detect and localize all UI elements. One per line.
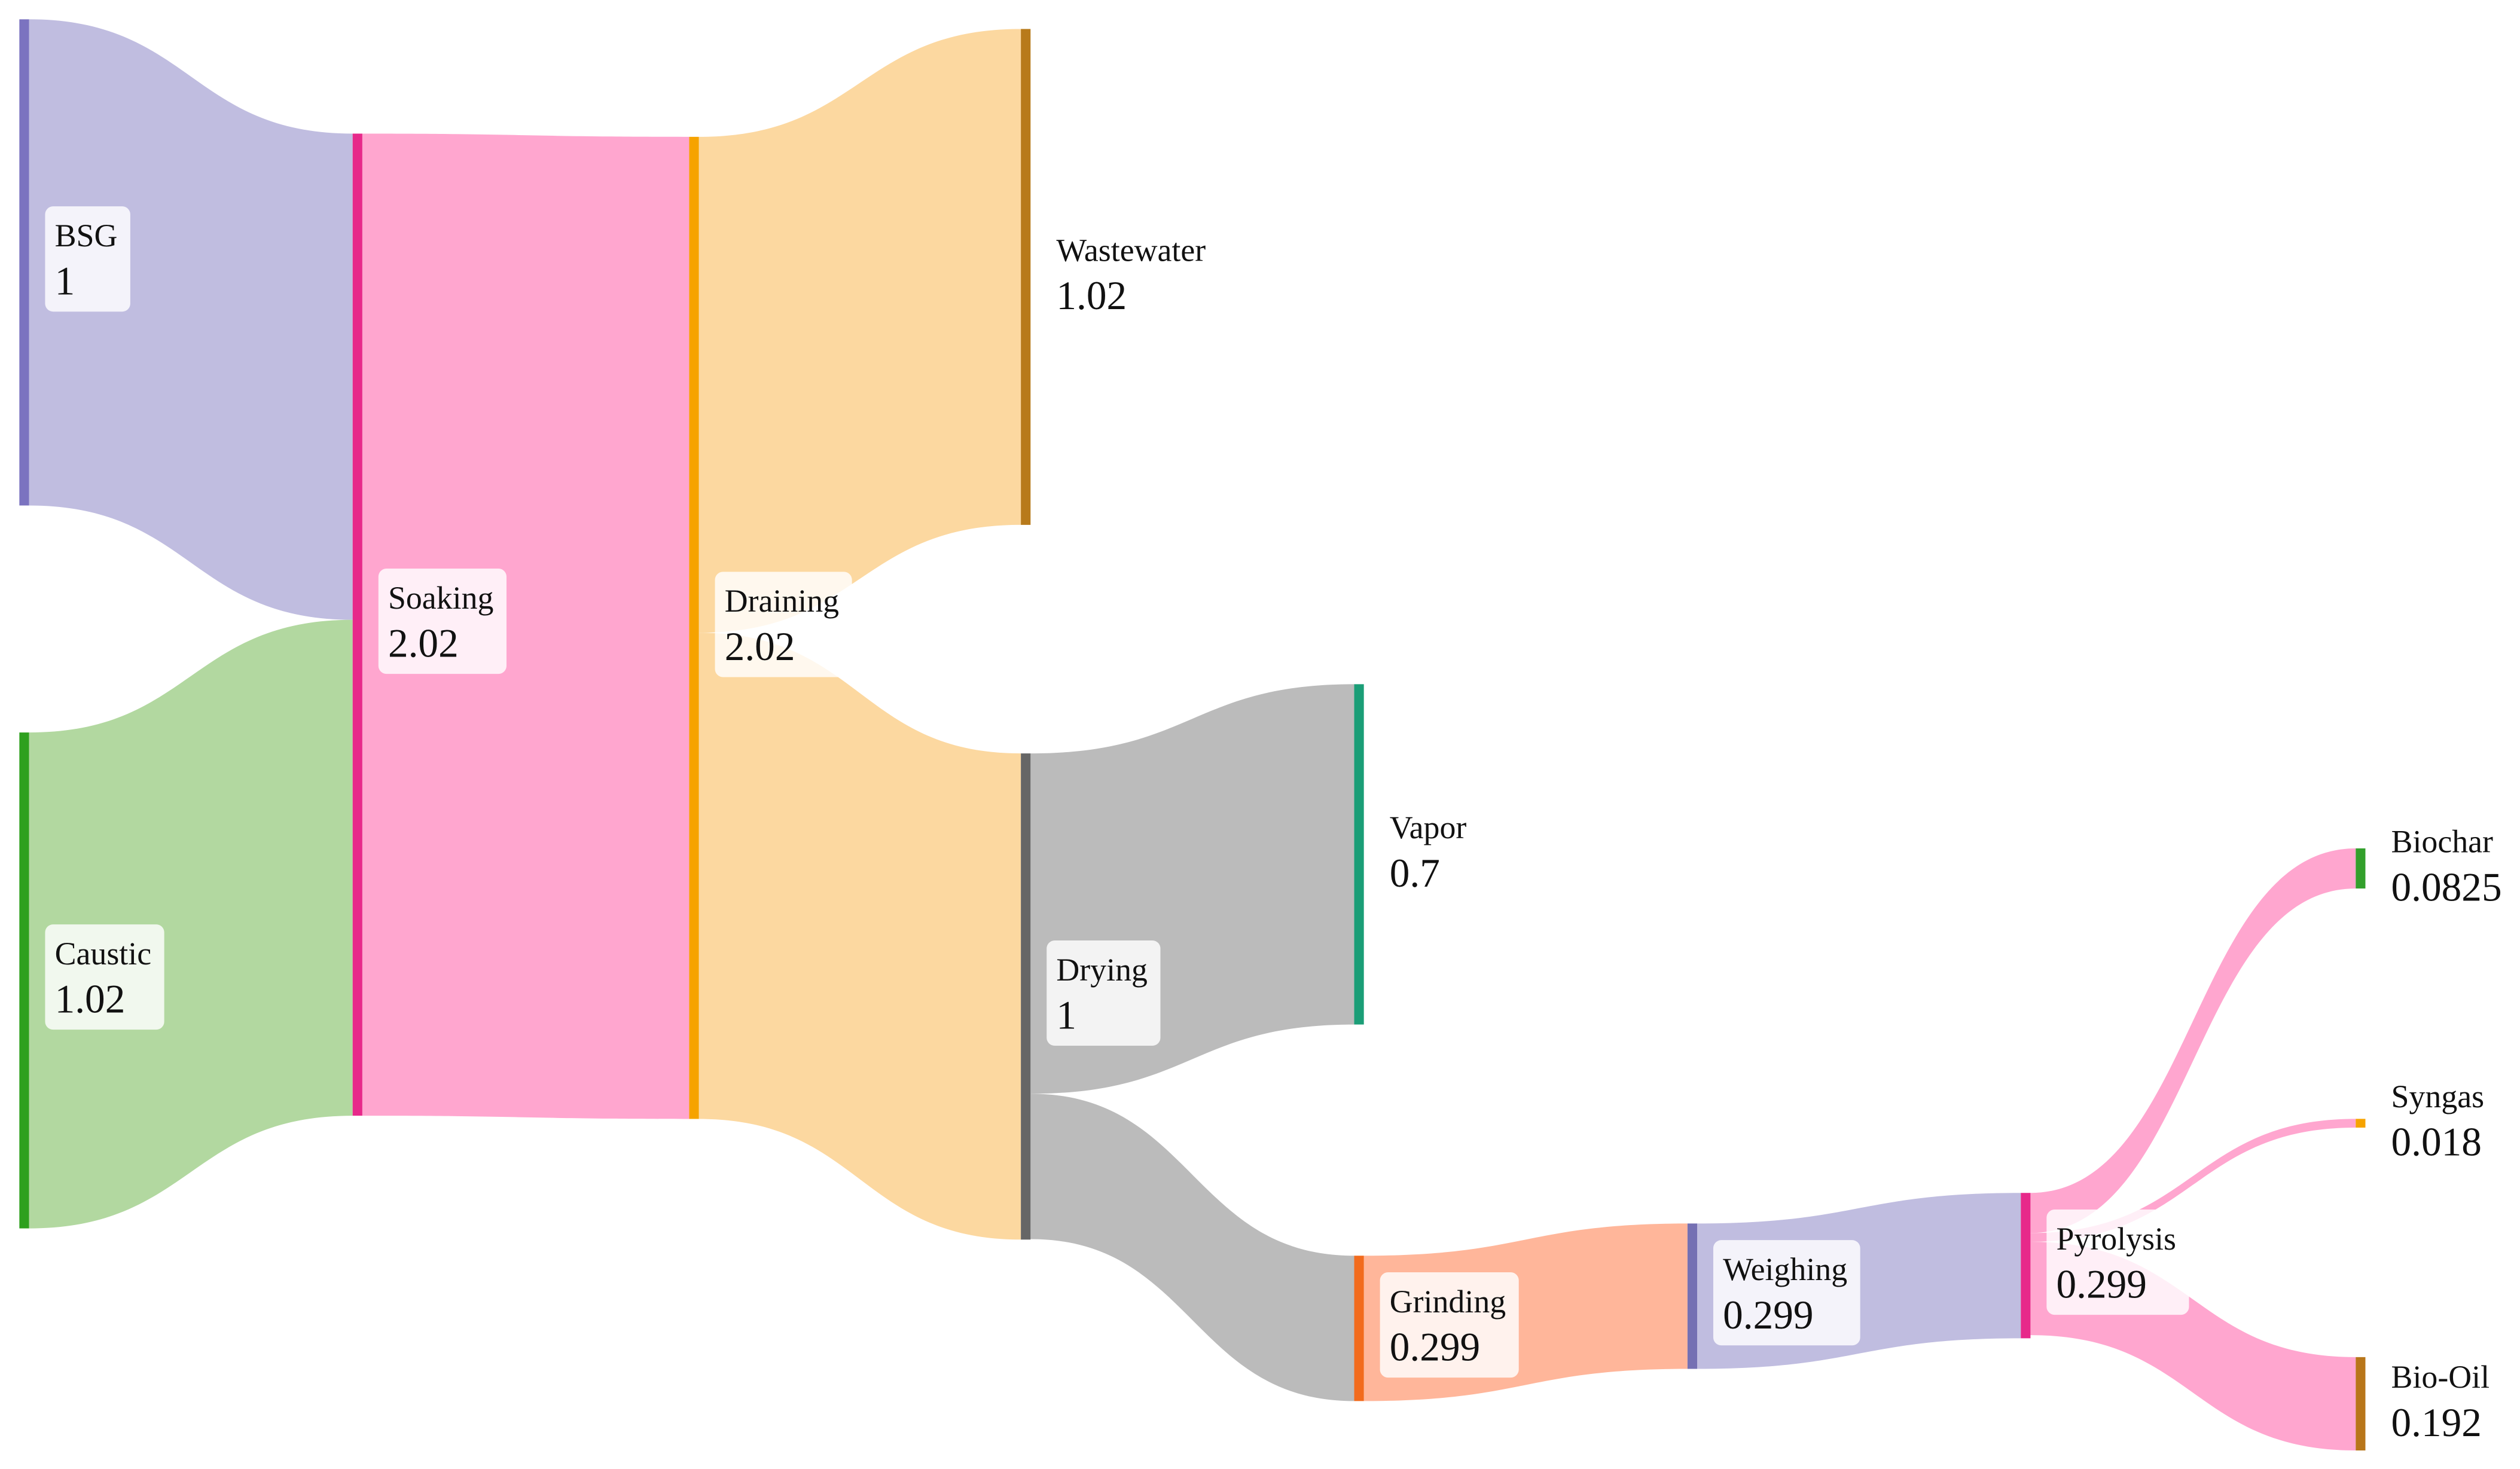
label-box	[378, 569, 507, 674]
node-name: Bio-Oil	[2391, 1359, 2490, 1395]
node	[1021, 753, 1031, 1240]
node-value: 0.018	[2391, 1120, 2482, 1165]
node	[2356, 1119, 2366, 1128]
node-label: BSG 1	[45, 206, 130, 312]
node-value: 0.7	[1390, 851, 1440, 896]
node-label: Drying 1	[1047, 940, 1161, 1046]
label-box	[2381, 812, 2515, 918]
node-label: Biochar 0.0825	[2381, 812, 2515, 918]
link	[362, 133, 690, 1119]
link	[2030, 1119, 2356, 1242]
label-box	[1380, 1272, 1519, 1378]
label-box	[2046, 1210, 2189, 1315]
node-name: Wastewater	[1056, 232, 1206, 268]
node	[19, 732, 29, 1229]
node-label: Bio-Oil 0.192	[2381, 1348, 2503, 1453]
label-box	[1713, 1240, 1860, 1346]
node-name: Vapor	[1390, 810, 1467, 845]
label-box	[1047, 221, 1219, 326]
node-name: Draining	[725, 583, 839, 619]
node-value: 1	[55, 259, 75, 304]
node-value: 2.02	[725, 624, 795, 669]
node-label: Draining 2.02	[715, 572, 852, 677]
node-label: Syngas 0.018	[2381, 1067, 2497, 1172]
node-label: Pyrolysis 0.299	[2046, 1210, 2189, 1315]
label-box	[1047, 940, 1161, 1046]
node	[1687, 1223, 1698, 1369]
node	[352, 133, 362, 1116]
node-value: 0.299	[1390, 1325, 1480, 1370]
node-value: 1.02	[55, 977, 126, 1022]
link	[29, 619, 353, 1229]
node-name: Soaking	[388, 580, 494, 616]
node-label: Wastewater 1.02	[1047, 221, 1219, 326]
node-label: Grinding 0.299	[1380, 1272, 1519, 1378]
node	[2356, 848, 2366, 889]
node	[1354, 1256, 1364, 1401]
label-box	[2381, 1348, 2503, 1453]
node-name: Drying	[1056, 952, 1148, 988]
node	[2356, 1357, 2366, 1450]
node-value: 1	[1056, 993, 1076, 1038]
node	[1354, 684, 1364, 1025]
node-name: Syngas	[2391, 1079, 2485, 1114]
link	[698, 29, 1021, 633]
node-name: Weighing	[1723, 1251, 1847, 1287]
node-value: 0.299	[1723, 1293, 1813, 1337]
node-value: 0.192	[2391, 1400, 2482, 1445]
node-value: 0.0825	[2391, 865, 2502, 909]
node-name: Grinding	[1390, 1284, 1506, 1320]
node	[1021, 29, 1031, 525]
label-box	[1380, 798, 1479, 904]
link	[1030, 1094, 1354, 1401]
label-box	[715, 572, 852, 677]
node	[689, 136, 699, 1119]
node	[19, 19, 29, 506]
label-box	[45, 924, 164, 1030]
link	[698, 633, 1021, 1240]
node-name: Caustic	[55, 936, 152, 972]
node-value: 1.02	[1056, 273, 1127, 318]
node-value: 0.299	[2056, 1262, 2146, 1307]
node-value: 2.02	[388, 621, 459, 666]
link	[2030, 848, 2356, 1233]
node	[2021, 1193, 2031, 1339]
node-name: Biochar	[2391, 824, 2494, 860]
label-box	[2381, 1067, 2497, 1172]
node-label: Vapor 0.7	[1380, 798, 1479, 904]
node-label: Caustic 1.02	[45, 924, 164, 1030]
node-label: Soaking 2.02	[378, 569, 507, 674]
node-name: Pyrolysis	[2056, 1221, 2176, 1257]
label-box	[45, 206, 130, 312]
node-label: Weighing 0.299	[1713, 1240, 1860, 1346]
link	[29, 19, 353, 620]
node-name: BSG	[55, 218, 118, 254]
